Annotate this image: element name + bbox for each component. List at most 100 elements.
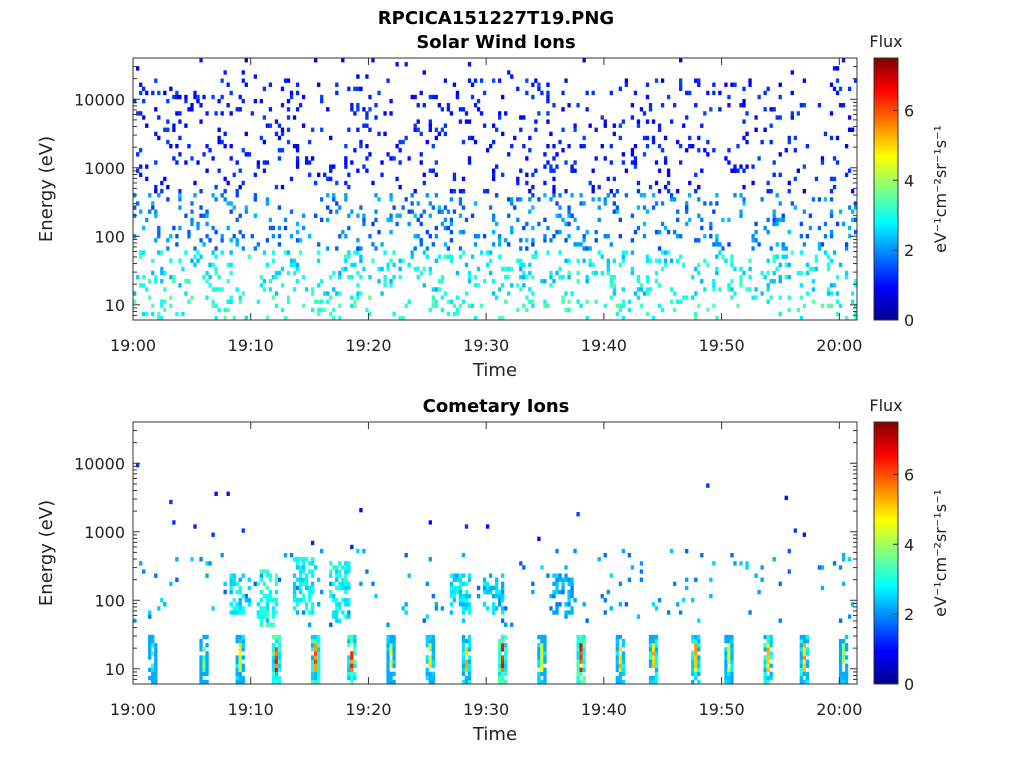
heatmap-cell — [633, 164, 638, 169]
heatmap-cell — [178, 119, 182, 124]
heatmap-cell — [386, 152, 390, 157]
heatmap-cell — [682, 295, 686, 300]
heatmap-cell — [636, 189, 641, 194]
heatmap-cell — [347, 634, 351, 640]
heatmap-cell — [724, 663, 728, 668]
x-tick-label: 19:10 — [228, 700, 274, 719]
heatmap-cell — [751, 295, 755, 300]
heatmap-cell — [332, 197, 336, 202]
heatmap-cell — [733, 561, 737, 566]
heatmap-cell — [700, 123, 704, 128]
heatmap-cell — [639, 283, 644, 288]
heatmap-cell — [136, 111, 140, 116]
heatmap-cell — [697, 135, 701, 141]
heatmap-cell — [190, 107, 194, 112]
heatmap-cell — [277, 663, 282, 668]
heatmap-cell — [410, 201, 414, 206]
heatmap-cell — [223, 315, 227, 321]
heatmap-cell — [229, 602, 233, 607]
heatmap-cell — [292, 606, 297, 611]
heatmap-cell — [238, 107, 242, 112]
heatmap-cell — [253, 193, 257, 198]
heatmap-cell — [142, 274, 146, 280]
heatmap-cell — [226, 299, 230, 304]
heatmap-cell — [552, 156, 556, 161]
heatmap-cell — [256, 160, 260, 165]
heatmap-cell — [612, 201, 616, 206]
heatmap-cell — [561, 299, 565, 304]
heatmap-cell — [425, 193, 429, 198]
heatmap-cell — [259, 610, 264, 615]
heatmap-cell — [766, 675, 770, 681]
heatmap-cell — [546, 90, 550, 96]
heatmap-cell — [751, 234, 755, 239]
heatmap-cell — [280, 148, 285, 153]
heatmap-cell — [187, 279, 191, 284]
heatmap-cell — [576, 299, 580, 304]
heatmap-cell — [799, 667, 803, 673]
heatmap-cell — [648, 638, 653, 644]
heatmap-cell — [461, 139, 466, 145]
heatmap-cell — [685, 201, 689, 206]
heatmap-cell — [799, 647, 803, 652]
heatmap-cell — [781, 246, 785, 251]
heatmap-cell — [766, 679, 770, 685]
x-tick-label: 19:20 — [345, 700, 391, 719]
heatmap-cell — [582, 667, 586, 673]
heatmap-cell — [700, 217, 704, 223]
heatmap-cell — [564, 291, 568, 296]
heatmap-cell — [238, 634, 242, 640]
heatmap-cell — [175, 557, 179, 562]
heatmap-cell — [205, 655, 209, 660]
heatmap-cell — [431, 168, 435, 173]
heatmap-cell — [160, 250, 164, 255]
heatmap-cell — [229, 577, 233, 582]
heatmap-cell — [603, 553, 607, 558]
heatmap-cell — [838, 647, 843, 652]
heatmap-cell — [567, 103, 571, 108]
heatmap-cell — [271, 647, 276, 652]
heatmap-cell — [485, 585, 490, 591]
heatmap-cell — [642, 234, 647, 239]
heatmap-cell — [585, 299, 589, 304]
heatmap-cell — [488, 205, 493, 210]
heatmap-cell — [482, 123, 487, 128]
heatmap-cell — [455, 585, 460, 591]
heatmap-cell — [537, 634, 541, 640]
heatmap-cell — [422, 209, 426, 214]
heatmap-cell — [730, 675, 734, 681]
x-tick-label: 19:50 — [699, 336, 745, 355]
heatmap-cell — [853, 311, 858, 317]
heatmap-cell — [274, 667, 279, 673]
heatmap-cell — [814, 258, 819, 263]
heatmap-cell — [386, 675, 390, 681]
heatmap-cell — [274, 291, 279, 296]
heatmap-cell — [329, 274, 333, 280]
heatmap-cell — [597, 205, 601, 210]
heatmap-cell — [745, 561, 749, 566]
heatmap-cell — [449, 610, 454, 615]
heatmap-cell — [488, 258, 493, 263]
heatmap-cell — [235, 287, 239, 292]
heatmap-cell — [220, 238, 224, 243]
heatmap-cell — [712, 279, 716, 284]
heatmap-cell — [491, 242, 496, 247]
heatmap-cell — [359, 258, 363, 263]
heatmap-cell — [449, 217, 454, 223]
heatmap-cell — [199, 655, 203, 660]
heatmap-cell — [467, 119, 472, 124]
heatmap-cell — [531, 274, 535, 280]
heatmap-cell — [310, 581, 315, 587]
heatmap-cell — [458, 107, 463, 112]
heatmap-cell — [148, 279, 152, 284]
heatmap-cell — [383, 250, 387, 255]
heatmap-cell — [730, 295, 734, 300]
heatmap-cell — [455, 573, 460, 578]
heatmap-cell — [564, 602, 568, 607]
heatmap-cell — [754, 238, 758, 243]
heatmap-cell — [377, 266, 381, 272]
heatmap-cells — [133, 58, 858, 321]
heatmap-cell — [461, 602, 466, 607]
heatmap-cell — [259, 274, 264, 280]
heatmap-cell — [838, 663, 843, 668]
